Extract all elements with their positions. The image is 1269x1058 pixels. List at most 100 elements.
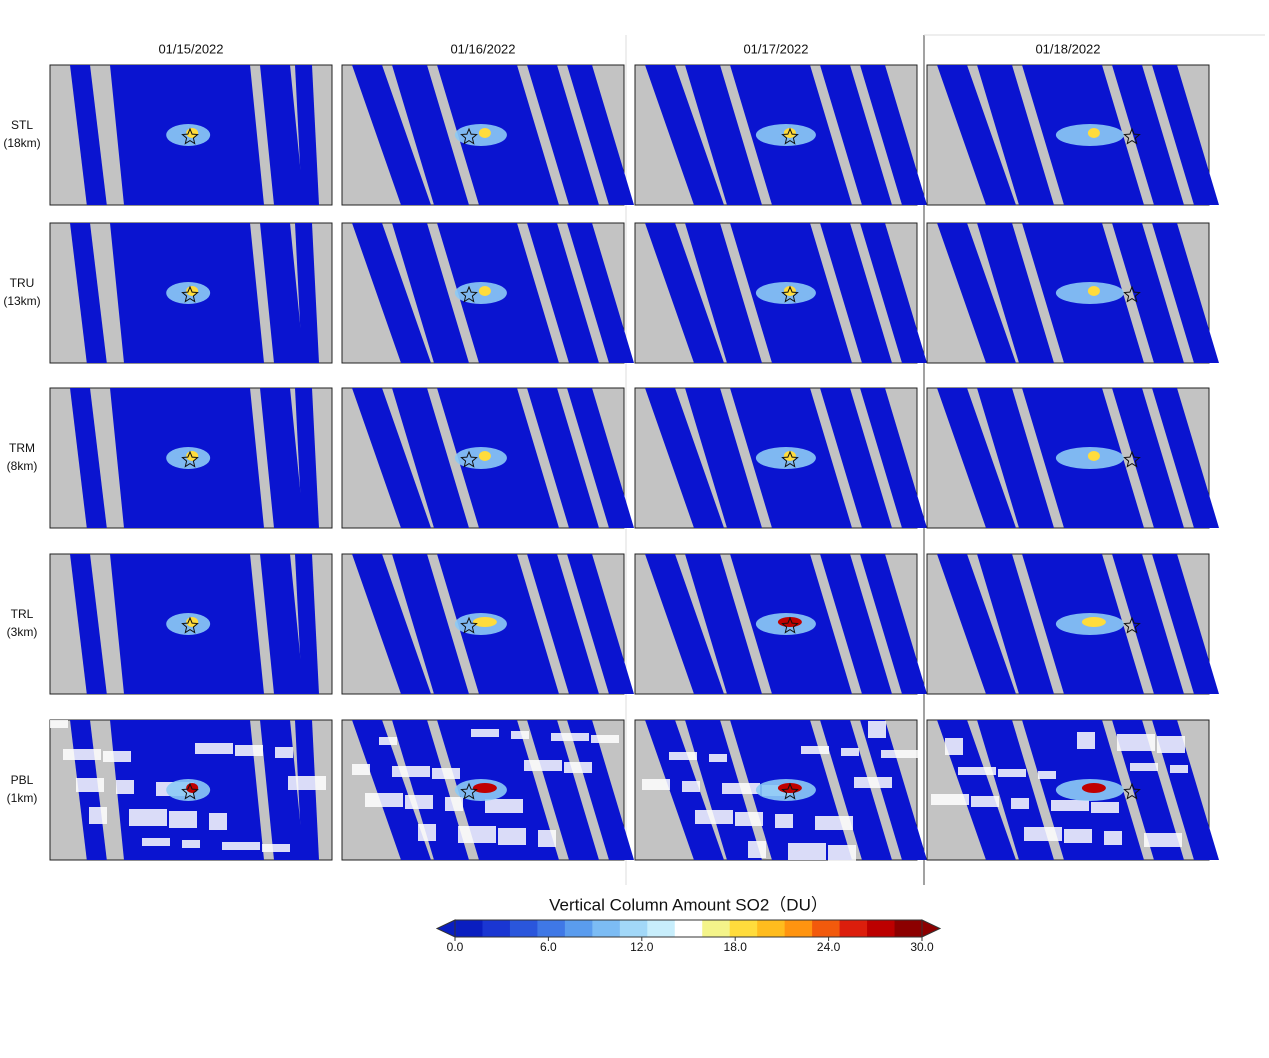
satellite-swath <box>645 554 724 694</box>
so2-plume-core <box>1081 783 1106 793</box>
cloud-gap <box>748 841 766 858</box>
cloud-gap <box>722 783 760 794</box>
cloud-gap <box>76 778 104 792</box>
map-panel <box>49 222 333 364</box>
satellite-swath <box>567 388 634 528</box>
cloud-gap <box>775 814 793 828</box>
satellite-swath <box>352 65 431 205</box>
volcano-star <box>781 285 799 303</box>
satellite-swath <box>1112 223 1184 363</box>
satellite-swath <box>70 65 107 205</box>
so2-plume-core <box>478 451 491 461</box>
satellite-swath <box>527 223 599 363</box>
cloud-gap <box>1117 734 1155 751</box>
satellite-swath <box>352 554 431 694</box>
colorbar-segment <box>482 920 511 937</box>
so2-plume-core <box>478 286 491 296</box>
volcano-star <box>181 285 199 303</box>
colorbar-tick-label: 30.0 <box>910 940 934 954</box>
satellite-swath <box>295 223 319 363</box>
satellite-swath <box>1152 554 1219 694</box>
satellite-swath <box>1152 388 1219 528</box>
cloud-gap <box>695 810 733 824</box>
volcano-star <box>460 450 478 468</box>
row-label: TRL <box>11 607 34 621</box>
colorbar-segment <box>757 920 786 937</box>
row-label: STL <box>11 118 33 132</box>
cloud-gap <box>392 766 430 777</box>
satellite-swath <box>527 65 599 205</box>
satellite-swath <box>860 554 927 694</box>
cloud-gap <box>854 777 892 788</box>
volcano-star <box>1123 616 1141 634</box>
cloud-gap <box>669 752 697 760</box>
satellite-swath <box>392 554 469 694</box>
map-panel <box>634 64 927 206</box>
cloud-gap <box>50 720 68 728</box>
cloud-gap <box>498 828 526 845</box>
volcano-star <box>460 616 478 634</box>
volcano-star <box>460 285 478 303</box>
colorbar-tick-label: 6.0 <box>540 940 557 954</box>
cloud-gap <box>788 843 826 860</box>
cloud-gap <box>801 746 829 754</box>
colorbar-tick-label: 0.0 <box>447 940 464 954</box>
row-height: (1km) <box>7 791 38 805</box>
satellite-swath <box>820 554 892 694</box>
so2-plume-core <box>1087 128 1100 138</box>
satellite-swath <box>645 65 724 205</box>
satellite-swath <box>860 388 927 528</box>
map-panel <box>634 553 927 695</box>
colorbar-segment <box>894 920 923 937</box>
satellite-swath <box>567 65 634 205</box>
cloud-gap <box>1011 798 1029 809</box>
map-panel <box>341 553 634 695</box>
cloud-gap <box>1064 829 1092 843</box>
cloud-gap <box>945 738 963 755</box>
satellite-swath <box>937 388 1016 528</box>
colorbar-arrow-high <box>921 919 942 938</box>
cloud-gap <box>868 721 886 738</box>
column-header: 01/15/2022 <box>158 41 223 56</box>
so2-plume-core <box>1081 617 1106 627</box>
satellite-swath <box>1152 223 1219 363</box>
cloud-gap <box>881 750 919 758</box>
colorbar-segment <box>592 920 621 937</box>
colorbar-segment <box>839 920 868 937</box>
colorbar-tick-label: 18.0 <box>724 940 748 954</box>
satellite-swath <box>860 223 927 363</box>
map-panel <box>341 222 634 364</box>
satellite-swath <box>1112 554 1184 694</box>
cloud-gap <box>288 776 326 790</box>
map-panel <box>926 553 1219 695</box>
cloud-gap <box>116 780 134 794</box>
satellite-swath <box>567 554 634 694</box>
colorbar-segment <box>674 920 703 937</box>
satellite-swath <box>527 554 599 694</box>
volcano-star <box>181 450 199 468</box>
row-height: (8km) <box>7 459 38 473</box>
satellite-swath <box>260 388 304 528</box>
cloud-gap <box>365 793 403 807</box>
cloud-gap <box>1130 763 1158 771</box>
cloud-gap <box>458 826 496 843</box>
satellite-swath <box>685 554 762 694</box>
satellite-swath <box>820 720 892 860</box>
cloud-gap <box>209 813 227 830</box>
cloud-gap <box>352 764 370 775</box>
cloud-gap <box>524 760 562 771</box>
column-header: 01/16/2022 <box>450 41 515 56</box>
satellite-swath <box>260 65 304 205</box>
volcano-star <box>460 782 478 800</box>
cloud-gap <box>169 811 197 828</box>
volcano-star <box>781 782 799 800</box>
satellite-swath <box>295 65 319 205</box>
volcano-star <box>181 616 199 634</box>
colorbar-segment <box>702 920 731 937</box>
cloud-gap <box>182 840 200 848</box>
so2-plume-core <box>472 783 497 793</box>
satellite-swath <box>1112 720 1184 860</box>
satellite-swath <box>260 223 304 363</box>
row-label: PBL <box>11 773 34 787</box>
cloud-gap <box>432 768 460 779</box>
